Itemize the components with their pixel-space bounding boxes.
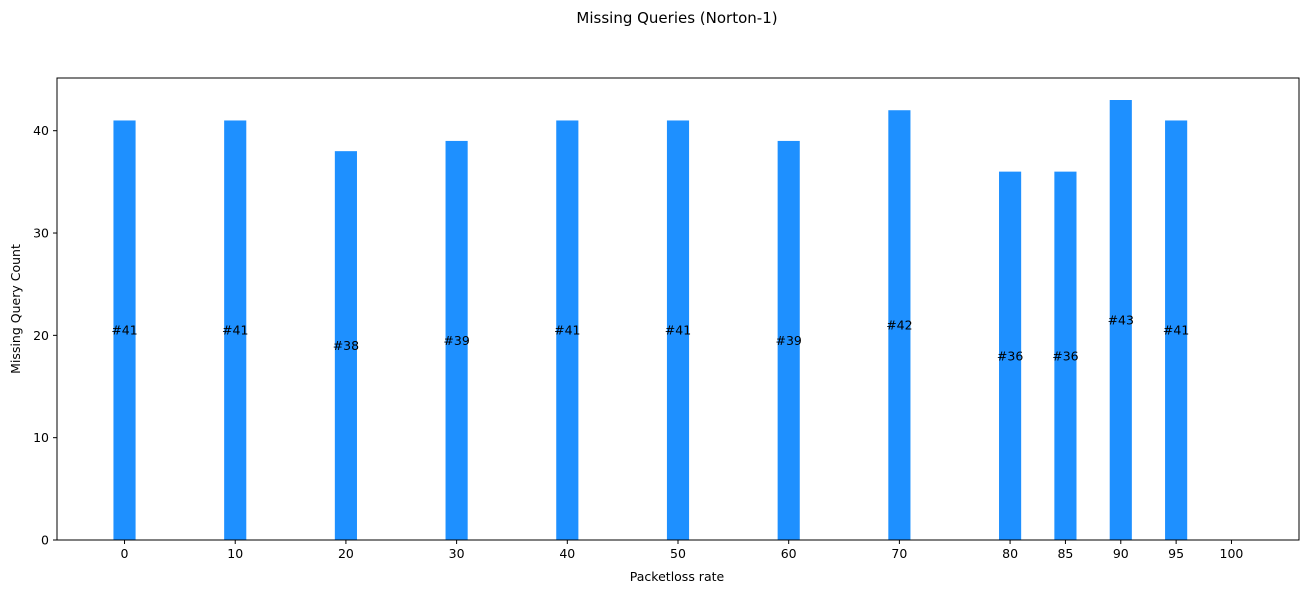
data-label: #39 [443,333,469,348]
y-tick-label: 20 [33,328,49,343]
x-tick-label: 40 [559,546,575,561]
bar [224,120,247,540]
x-tick-label: 20 [338,546,354,561]
x-tick-label: 90 [1113,546,1129,561]
bar [1054,171,1077,540]
x-axis: 0 10 20 30 40 50 60 70 80 85 90 95 100 [121,540,1244,561]
bar [113,120,136,540]
data-label: #38 [333,338,359,353]
bars-group [113,100,1188,540]
bar [666,120,690,540]
x-axis-label: Packetloss rate [630,569,725,584]
x-tick-label: 100 [1220,546,1244,561]
bar [888,110,911,540]
x-tick-label: 30 [449,546,465,561]
bar [1109,100,1132,540]
x-tick-label: 95 [1168,546,1184,561]
data-label: #43 [1108,313,1134,328]
data-label: #41 [1163,323,1189,338]
y-axis-label: Missing Query Count [8,244,23,374]
bar [1165,120,1188,540]
data-label: #41 [554,323,580,338]
chart-title: Missing Queries (Norton-1) [576,9,777,27]
data-label: #41 [111,323,137,338]
bar [777,140,800,540]
x-tick-label: 0 [121,546,129,561]
y-tick-label: 30 [33,226,49,241]
bar [445,140,468,540]
x-tick-label: 50 [670,546,686,561]
x-tick-label: 85 [1057,546,1073,561]
x-tick-label: 60 [781,546,797,561]
y-axis: 0 10 20 30 40 [33,123,57,548]
data-label: #39 [776,333,802,348]
y-tick-label: 0 [41,533,49,548]
data-label: #41 [665,323,691,338]
x-tick-label: 80 [1002,546,1018,561]
data-label: #36 [997,348,1023,363]
data-label: #41 [222,323,248,338]
bar [556,120,579,540]
bar [334,151,357,540]
y-tick-label: 40 [33,123,49,138]
data-label: #36 [1052,348,1078,363]
bar [999,171,1022,540]
y-tick-label: 10 [33,430,49,445]
x-tick-label: 10 [227,546,243,561]
data-labels-group: #41 #41 #38 #39 #41 #41 #39 #42 #36 #36 #43 #41 [111,313,1189,364]
x-tick-label: 70 [891,546,907,561]
data-label: #42 [886,318,912,333]
